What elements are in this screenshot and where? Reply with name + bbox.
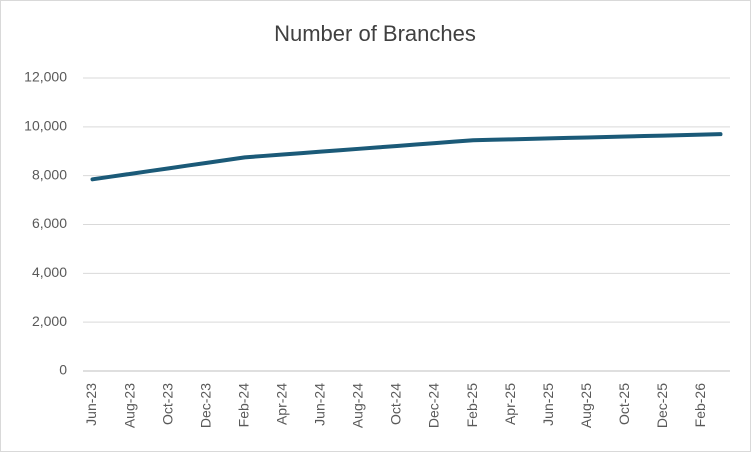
x-tick-label: Dec-23 bbox=[197, 383, 213, 428]
x-tick-label: Dec-24 bbox=[426, 383, 442, 428]
y-tick-label: 2,000 bbox=[32, 313, 67, 329]
x-tick-label: Aug-25 bbox=[578, 383, 594, 428]
y-tick-label: 0 bbox=[59, 362, 67, 378]
y-tick-label: 4,000 bbox=[32, 264, 67, 280]
y-tick-label: 6,000 bbox=[32, 215, 67, 231]
x-tick-label: Jun-23 bbox=[83, 383, 99, 426]
x-tick-label: Feb-24 bbox=[235, 383, 251, 428]
x-tick-label: Aug-24 bbox=[350, 383, 366, 428]
x-tick-label: Feb-25 bbox=[464, 383, 480, 428]
x-tick-label: Oct-24 bbox=[388, 383, 404, 425]
x-tick-label: Dec-25 bbox=[654, 383, 670, 428]
x-tick-label: Aug-23 bbox=[121, 383, 137, 428]
x-tick-label: Jun-25 bbox=[540, 383, 556, 426]
x-tick-label: Oct-23 bbox=[159, 383, 175, 425]
x-tick-label: Feb-26 bbox=[692, 383, 708, 428]
y-tick-label: 8,000 bbox=[32, 166, 67, 182]
x-tick-label: Apr-24 bbox=[274, 383, 290, 425]
line-series bbox=[90, 132, 723, 182]
chart-title: Number of Branches bbox=[274, 21, 476, 46]
x-tick-label: Apr-25 bbox=[502, 383, 518, 425]
y-tick-label: 10,000 bbox=[24, 118, 67, 134]
y-tick-label: 12,000 bbox=[24, 69, 67, 85]
x-tick-label: Jun-24 bbox=[312, 383, 328, 426]
x-tick-label: Oct-25 bbox=[616, 383, 632, 425]
